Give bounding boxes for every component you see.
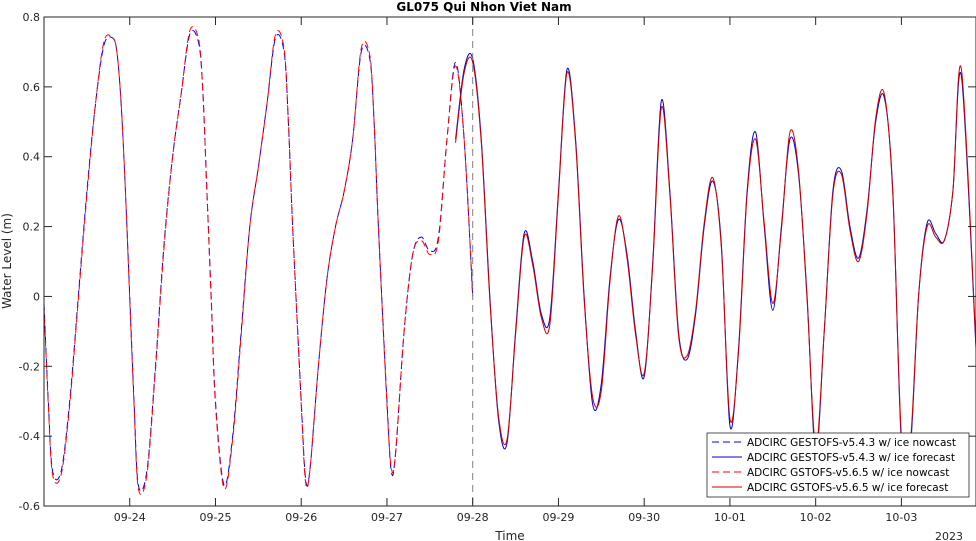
y-tick-label: 0.6 (23, 81, 41, 94)
x-tick-label: 10-03 (885, 511, 917, 524)
x-tick-label: 09-26 (285, 511, 317, 524)
series-line-4 (455, 56, 976, 467)
x-axis-label: Time (494, 529, 524, 541)
y-tick-label: -0.4 (19, 430, 40, 443)
x-tick-label: 10-01 (714, 511, 746, 524)
y-tick-label: 0.4 (23, 151, 41, 164)
plot-frame (43, 16, 976, 507)
x-tick-label: 09-27 (371, 511, 403, 524)
series-line-1 (44, 30, 474, 492)
x-tick-label: 09-28 (457, 511, 489, 524)
plot-area (44, 17, 976, 506)
legend-label-2: ADCIRC GESTOFS-v5.4.3 w/ ice forecast (747, 452, 955, 464)
series-layer (44, 26, 976, 495)
legend: ADCIRC GESTOFS-v5.4.3 w/ ice nowcast ADCI… (706, 432, 970, 498)
x-tick-label: 09-30 (628, 511, 660, 524)
legend-items: ADCIRC GESTOFS-v5.4.3 w/ ice nowcast ADCI… (712, 437, 956, 494)
legend-label-4: ADCIRC GSTOFS-v5.6.5 w/ ice forecast (747, 482, 948, 494)
y-tick-label: -0.2 (19, 360, 40, 373)
axis-ticks: -0.6 -0.4 -0.2 0 0.2 0.4 0.6 0.8 09-24 09-25 09-26… (19, 11, 976, 524)
x-tick-label: 09-24 (114, 511, 146, 524)
y-axis-label: Water Level (m) (0, 213, 14, 309)
x-tick-label: 10-02 (800, 511, 832, 524)
y-tick-label: 0.8 (23, 11, 41, 24)
series-line-3 (44, 26, 474, 495)
chart-title: GL075 Qui Nhon Viet Nam (396, 0, 571, 14)
legend-box (706, 432, 970, 498)
legend-label-1: ADCIRC GESTOFS-v5.4.3 w/ ice nowcast (747, 437, 956, 449)
y-tick-label: 0 (33, 290, 40, 303)
y-tick-label: 0.2 (23, 221, 41, 234)
x-tick-label: 09-25 (199, 511, 231, 524)
year-label: 2023 (935, 530, 963, 541)
legend-label-3: ADCIRC GSTOFS-v5.6.5 w/ ice nowcast (747, 467, 949, 479)
y-tick-label: -0.6 (19, 500, 40, 513)
x-tick-label: 09-29 (542, 511, 574, 524)
